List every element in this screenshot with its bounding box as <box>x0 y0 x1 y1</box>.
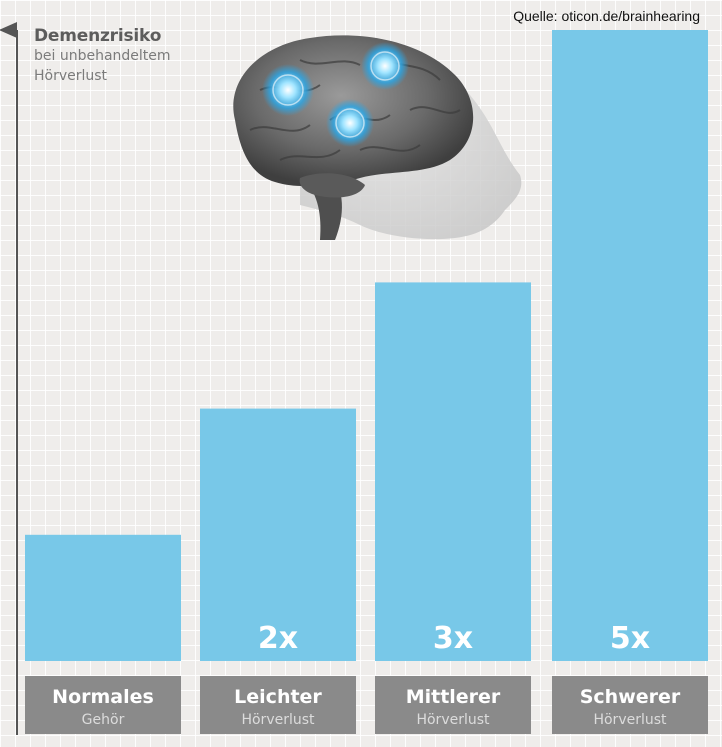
category-label-box-2 <box>375 676 531 734</box>
category-label-box-0 <box>25 676 181 734</box>
category-label-0-line2: Gehör <box>82 712 125 728</box>
chart-title-block: Demenzrisiko bei unbehandeltem Hörverlus… <box>34 26 171 86</box>
category-label-2-line1: Mittlerer <box>406 686 501 708</box>
chart-subtitle-line-1: bei unbehandeltem <box>34 48 171 64</box>
bar-1 <box>200 408 356 661</box>
brain-icon <box>233 35 522 240</box>
chart-subtitle-line-2: Hörverlust <box>34 68 108 84</box>
value-label-1: 2x <box>258 621 298 656</box>
value-label-3: 5x <box>610 621 650 656</box>
category-label-box-3 <box>552 676 708 734</box>
bar-2 <box>375 282 531 661</box>
category-label-2-line2: Hörverlust <box>416 712 490 728</box>
category-label-1-line2: Hörverlust <box>241 712 315 728</box>
chart-title: Demenzrisiko <box>34 26 162 46</box>
source-note: Quelle: oticon.de/brainhearing <box>513 8 700 24</box>
category-label-box-1 <box>200 676 356 734</box>
bar-0 <box>25 534 181 661</box>
category-label-0-line1: Normales <box>52 686 154 708</box>
bar-3 <box>552 30 708 661</box>
value-label-2: 3x <box>433 621 473 656</box>
category-label-3-line1: Schwerer <box>580 686 681 708</box>
category-label-1-line1: Leichter <box>234 686 322 708</box>
category-label-3-line2: Hörverlust <box>593 712 667 728</box>
